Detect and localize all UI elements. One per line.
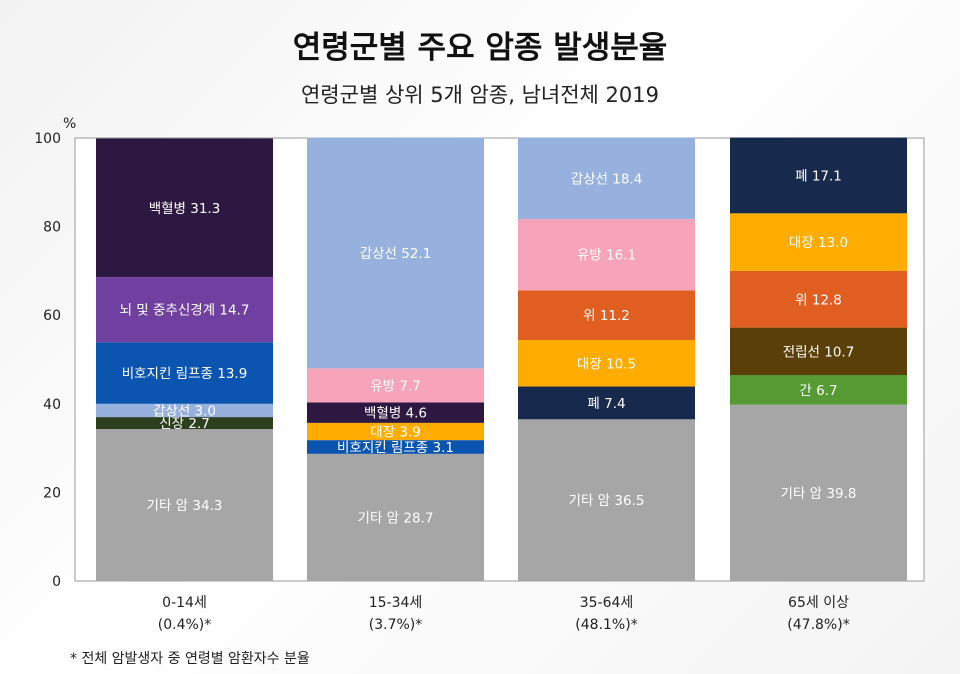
segment-label: 갑상선 52.1 [360,246,432,262]
bar-segment [730,137,907,214]
bar-segment [307,137,484,369]
segment-label: 대장 3.9 [370,424,421,440]
category-share-label: (3.7%)* [369,617,423,633]
bar-segment [518,290,695,341]
segment-label: 갑상선 18.4 [571,171,643,187]
bar-segment [307,440,484,454]
segment-label: 위 12.8 [795,292,842,308]
bar-segment [730,404,907,581]
y-tick-label: 0 [52,574,61,590]
category-label: 15-34세 [369,595,423,611]
segment-label: 갑상선 3.0 [153,403,216,419]
segment-label: 간 6.7 [799,383,837,399]
bar-segment [96,277,273,343]
bar-segment [518,219,695,291]
bar-segment [307,453,484,581]
segment-label: 비호지킨 림프종 3.1 [337,440,454,456]
segment-label: 기타 암 39.8 [781,486,857,502]
category-label: 65세 이상 [788,595,849,611]
category-share-label: (0.4%)* [158,617,212,633]
segment-label: 폐 17.1 [795,168,842,184]
segment-label: 백혈병 31.3 [149,201,221,217]
segment-label: 비호지킨 림프종 13.9 [122,366,248,382]
y-unit-label: % [63,116,76,132]
bar-segment [96,138,273,278]
bar-segment [518,419,695,581]
category-share-label: (48.1%)* [575,617,637,633]
segment-label: 뇌 및 중추신경계 14.7 [120,303,250,319]
segment-label: 기타 암 34.3 [147,498,223,514]
bar-segment [730,270,907,328]
y-tick-label: 60 [43,308,61,324]
bar-segment [96,417,273,430]
category-label: 0-14세 [162,595,207,611]
bar-segment [730,327,907,376]
segment-label: 대장 10.5 [577,356,636,372]
y-tick-label: 80 [43,220,61,236]
segment-label: 신장 2.7 [159,416,210,432]
y-tick-label: 100 [34,131,61,147]
segment-label: 전립선 10.7 [783,344,855,360]
segment-label: 기타 암 36.5 [569,493,645,509]
bar-segment [307,422,484,441]
segment-label: 기타 암 28.7 [358,510,434,526]
footnote: * 전체 암발생자 중 연령별 암환자수 분율 [70,651,310,667]
segment-label: 유방 7.7 [370,378,421,394]
bar-segment [518,340,695,387]
bar-segment [96,342,273,404]
bar-segment [307,402,484,423]
category-label: 35-64세 [580,595,634,611]
chart-subtitle: 연령군별 상위 5개 암종, 남녀전체 2019 [300,83,659,107]
bar-segment [730,213,907,271]
category-share-label: (47.8%)* [787,617,849,633]
y-tick-label: 40 [43,397,61,413]
bar-segment [96,403,273,418]
segment-label: 유방 16.1 [577,248,636,264]
segment-label: 대장 13.0 [789,235,848,251]
y-tick-label: 20 [43,485,61,501]
bar-segment [730,375,907,405]
bar-segment [518,386,695,420]
segment-label: 위 11.2 [583,308,630,324]
bar-segment [518,137,695,220]
bar-segment [307,368,484,403]
chart-title: 연령군별 주요 암종 발생분율 [292,30,668,66]
bar-segment [96,429,273,581]
segment-label: 백혈병 4.6 [364,406,427,422]
segment-label: 폐 7.4 [587,396,625,412]
